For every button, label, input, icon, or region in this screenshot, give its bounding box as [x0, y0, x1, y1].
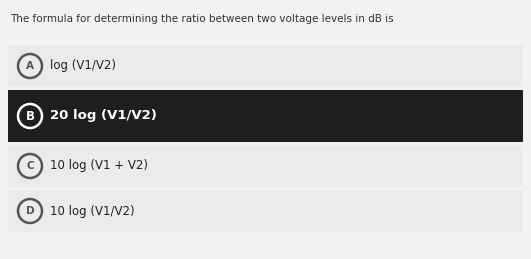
- Bar: [8, 190, 523, 232]
- Circle shape: [18, 154, 42, 178]
- Text: D: D: [25, 206, 35, 216]
- Text: B: B: [25, 110, 35, 123]
- Bar: [8, 90, 523, 142]
- Bar: [8, 145, 523, 187]
- Circle shape: [18, 199, 42, 223]
- Circle shape: [18, 104, 42, 128]
- Text: 10 log (V1 + V2): 10 log (V1 + V2): [50, 160, 148, 172]
- Text: log (V1/V2): log (V1/V2): [50, 60, 116, 73]
- Text: C: C: [26, 161, 34, 171]
- Circle shape: [18, 54, 42, 78]
- Text: 20 log (V1/V2): 20 log (V1/V2): [50, 110, 157, 123]
- Text: The formula for determining the ratio between two voltage levels in dB is: The formula for determining the ratio be…: [10, 14, 393, 24]
- Text: A: A: [26, 61, 34, 71]
- Bar: [8, 45, 523, 87]
- Text: 10 log (V1/V2): 10 log (V1/V2): [50, 205, 135, 218]
